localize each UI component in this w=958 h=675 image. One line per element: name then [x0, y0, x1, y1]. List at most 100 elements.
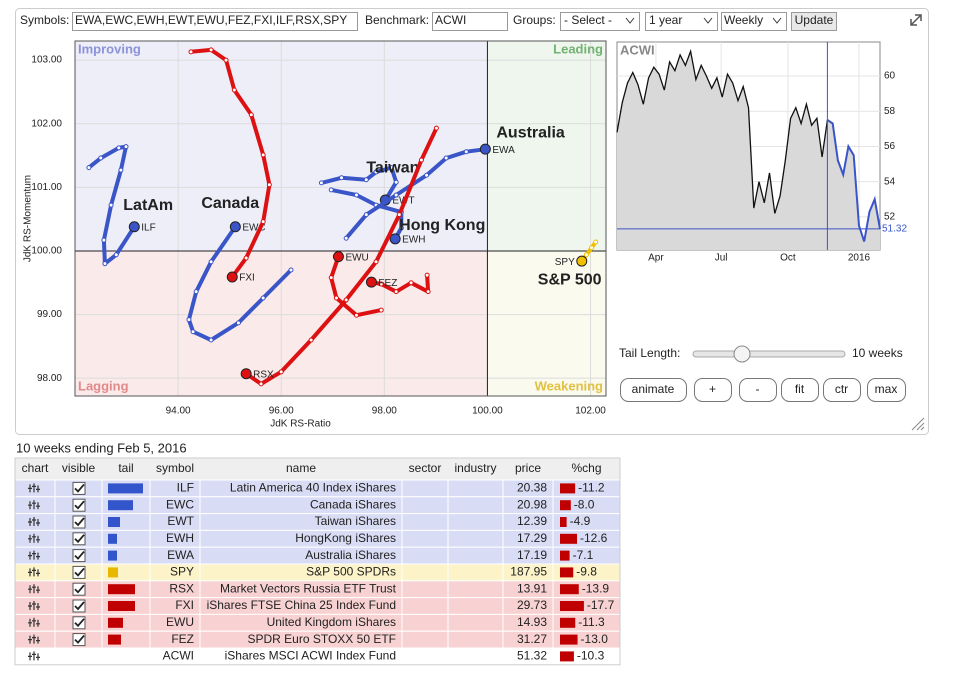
tail-point [433, 125, 439, 131]
button[interactable] [867, 378, 906, 402]
slider-track[interactable] [692, 350, 846, 358]
chart-icon[interactable] [28, 567, 40, 577]
button-label[interactable]: fit [795, 382, 805, 396]
symbols-label: Symbols: [20, 13, 69, 27]
benchmark-value[interactable]: ACWI [435, 13, 466, 27]
symbol-cell: RSX [169, 581, 194, 595]
symbols-input[interactable] [72, 12, 358, 31]
checkbox[interactable] [73, 650, 85, 663]
button-label[interactable]: animate [632, 382, 675, 396]
tail-point [223, 57, 229, 63]
chg-cell: -4.9 [570, 514, 591, 528]
chg-cell: -11.3 [578, 615, 605, 629]
period-select[interactable] [645, 12, 718, 31]
chart-icon[interactable] [28, 617, 40, 627]
tail-point [190, 329, 196, 335]
column-header[interactable]: name [286, 461, 316, 475]
y-tick-label: 98.00 [37, 373, 62, 384]
quadrant-label: Weakening [535, 378, 603, 393]
update-label[interactable]: Update [795, 13, 834, 27]
tail-point [418, 157, 424, 163]
head-point[interactable] [365, 276, 377, 288]
button[interactable] [781, 378, 819, 402]
y-tick-label: 101.00 [31, 182, 62, 193]
check-mark [74, 500, 85, 510]
groups-select[interactable] [560, 12, 640, 31]
column-header[interactable]: symbol [156, 461, 194, 475]
symbol-cell: EWC [166, 497, 194, 511]
button-label[interactable]: - [756, 382, 760, 396]
button-label[interactable]: ctr [835, 382, 848, 396]
name-cell: S&P 500 SPDRs [306, 565, 396, 579]
chart-icon[interactable] [28, 500, 40, 510]
column-header[interactable]: chart [22, 461, 49, 475]
head-point[interactable] [128, 221, 140, 233]
mini-title: ACWI [620, 42, 655, 57]
tail-point [248, 112, 254, 118]
name-cell: SPDR Euro STOXX 50 ETF [248, 632, 397, 646]
y-tick-label: 100.00 [31, 246, 62, 257]
symbols-value[interactable]: EWA,EWC,EWH,EWT,EWU,FEZ,FXI,ILF,RSX,SPY [75, 13, 347, 27]
button[interactable] [694, 378, 732, 402]
period-value[interactable]: 1 year [649, 13, 682, 27]
column-header[interactable]: sector [409, 461, 442, 475]
head-point[interactable] [226, 271, 238, 283]
head-point[interactable] [332, 251, 344, 263]
tail-point [363, 212, 369, 218]
tail-point [353, 312, 359, 318]
chart-icon[interactable] [28, 517, 40, 526]
symbol-cell: EWU [166, 615, 194, 629]
tail-point [231, 87, 237, 93]
interval-select[interactable] [721, 12, 787, 31]
chart-icon[interactable] [28, 634, 40, 644]
column-header[interactable]: visible [62, 461, 96, 475]
tail-point [98, 155, 104, 161]
chart-icon[interactable] [28, 483, 40, 493]
tail-point [343, 235, 349, 241]
tail-point [373, 169, 379, 175]
rrg-chart: 94.00 96.00 98.00 100.00 102.00 98.00 99.00 100… [23, 40, 607, 430]
column-header[interactable]: %chg [571, 461, 601, 475]
chart-icon[interactable] [28, 651, 40, 661]
expand-icon[interactable] [910, 14, 922, 26]
column-header[interactable]: price [515, 461, 541, 475]
name-cell: Latin America 40 Index iShares [230, 481, 396, 495]
tail-bar [108, 517, 120, 527]
name-cell: United Kingdom iShares [267, 615, 396, 629]
benchmark-input[interactable] [432, 12, 508, 31]
chart-icon[interactable] [28, 601, 40, 610]
chart-icon[interactable] [28, 584, 40, 594]
check-mark [74, 551, 85, 560]
head-point[interactable] [479, 143, 491, 155]
interval-value[interactable]: Weekly [724, 13, 763, 27]
head-point[interactable] [240, 368, 252, 380]
tail-point [118, 167, 124, 173]
button[interactable] [823, 378, 861, 402]
button[interactable] [620, 378, 687, 402]
y-tick-label: 54 [884, 176, 896, 187]
column-header[interactable]: tail [118, 461, 133, 475]
chart-icon[interactable] [28, 533, 40, 543]
head-point[interactable] [229, 221, 241, 233]
groups-value[interactable]: - Select - [564, 13, 612, 27]
column-header[interactable]: industry [454, 461, 496, 475]
price-cell: 12.39 [517, 514, 547, 528]
tail-point [208, 259, 214, 265]
chart-icon[interactable] [28, 550, 40, 560]
head-point[interactable] [576, 255, 588, 267]
head-point[interactable] [389, 233, 401, 245]
tail-point [113, 252, 119, 258]
button[interactable] [739, 378, 777, 402]
check-mark [74, 534, 85, 544]
update-button[interactable] [791, 12, 837, 31]
quadrant-label: Lagging [78, 378, 129, 393]
x-tick-label: Oct [780, 253, 796, 264]
button-label[interactable]: max [875, 382, 898, 396]
tail-point [424, 172, 430, 178]
group-label: Canada [201, 195, 259, 212]
symbol-label: FXI [239, 273, 255, 284]
button-label[interactable]: + [709, 382, 716, 396]
slider-knob[interactable] [733, 345, 751, 363]
symbol-cell: ACWI [163, 649, 194, 663]
